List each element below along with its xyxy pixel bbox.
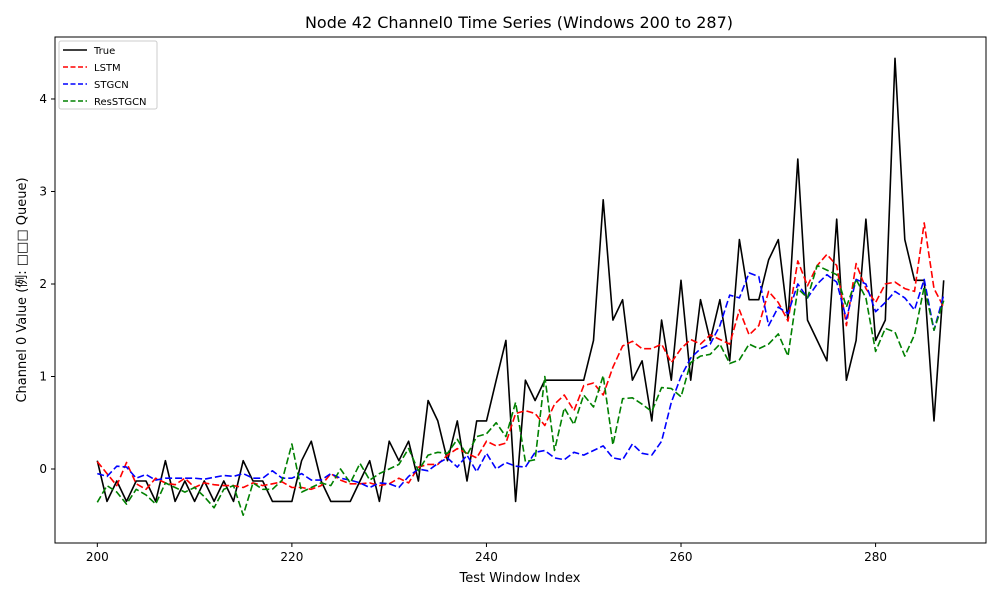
x-tick-label: 220 [280,550,303,564]
plot-frame [54,36,987,544]
x-axis-label: Test Window Index [459,571,581,586]
legend-box [58,40,158,110]
x-tick-label: 200 [86,550,109,564]
chart-title: Node 42 Channel0 Time Series (Windows 20… [305,13,733,32]
series-layer [96,57,945,517]
legend-label: True [93,46,115,57]
y-tick-label: 2 [39,277,47,291]
legend-label: ResSTGCN [94,97,147,108]
y-tick-label: 1 [39,369,47,383]
y-axis-label: Channel 0 Value (例: □□□ Queue) [15,177,30,402]
series-line-resstgcn [96,264,945,517]
series-line-stgcn [97,272,945,489]
legend-label: LSTM [94,63,121,74]
y-tick-label: 0 [39,462,47,476]
x-tick-label: 280 [864,550,887,564]
plot-area [55,37,986,543]
x-axis: 200 220 240 260 280 [86,543,887,564]
x-tick-label: 260 [670,550,693,564]
series-line-lstm [96,222,945,491]
series-line-true [96,57,945,503]
y-axis: 0 1 2 3 4 [39,92,55,476]
y-tick-label: 4 [39,92,47,106]
legend: True LSTM STGCN ResSTGCN [58,40,158,110]
legend-label: STGCN [94,80,129,91]
x-tick-label: 240 [475,550,498,564]
y-tick-label: 3 [39,184,47,198]
